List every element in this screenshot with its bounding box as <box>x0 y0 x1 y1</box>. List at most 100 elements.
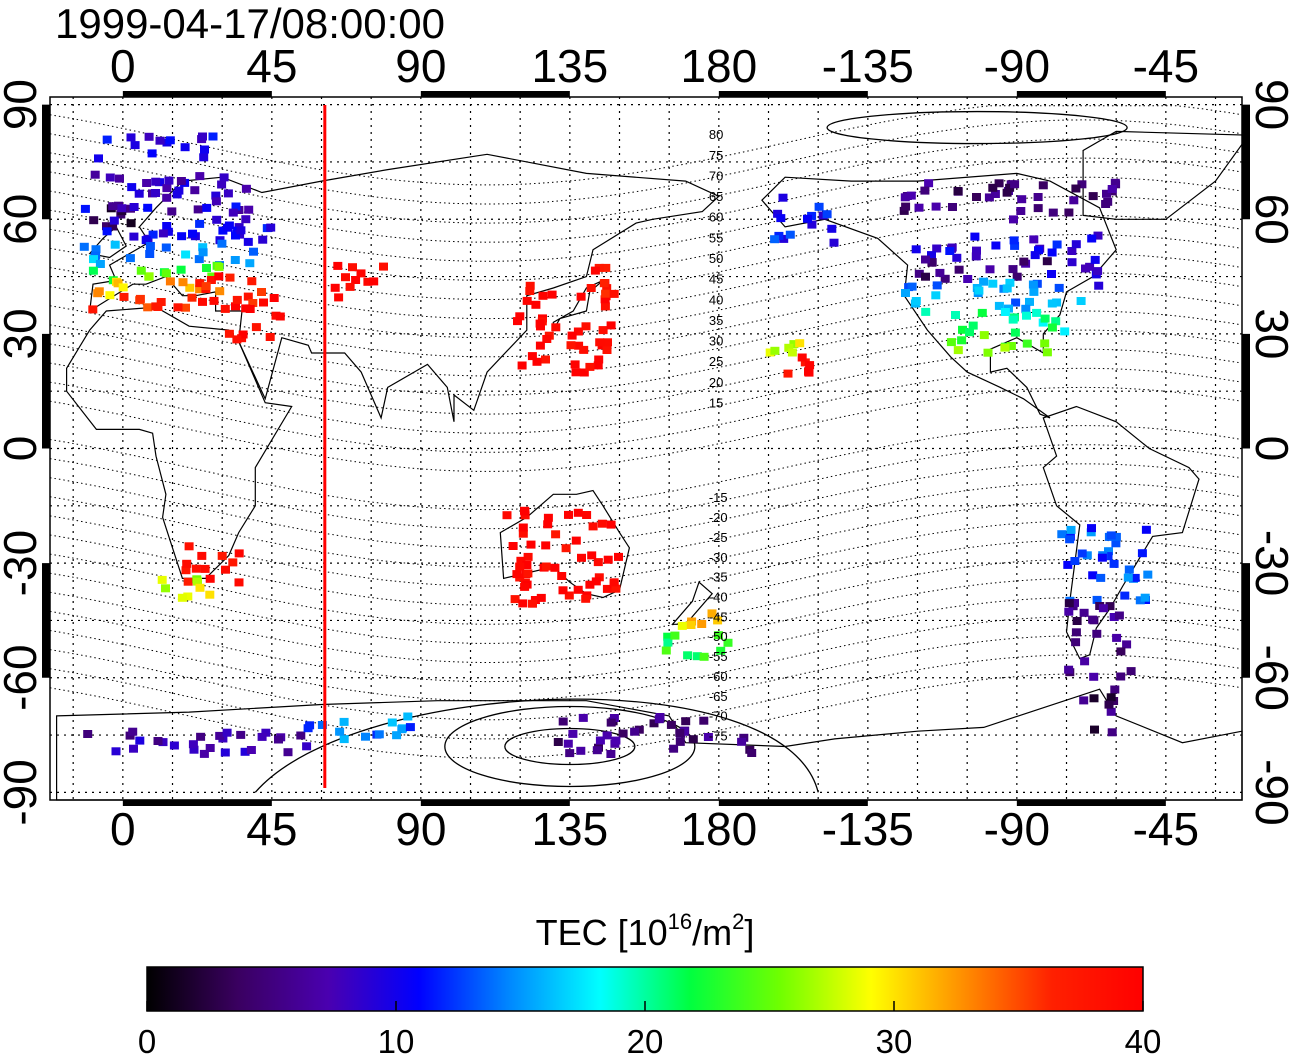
contour-label: 50 <box>709 251 723 266</box>
tec-data-pixel <box>663 638 673 647</box>
tec-data-pixel <box>243 237 253 246</box>
tec-data-pixel <box>927 251 936 260</box>
tec-data-pixel <box>215 731 225 740</box>
tec-data-pixel <box>681 717 691 726</box>
tec-data-pixel <box>789 340 799 349</box>
geomagnetic-contour <box>49 272 1243 358</box>
tec-data-pixel <box>1064 607 1074 616</box>
tec-data-pixel <box>144 272 154 281</box>
tec-data-pixel <box>542 335 552 343</box>
tec-data-pixel <box>972 193 981 201</box>
tec-data-pixel <box>649 719 659 728</box>
tec-data-pixel <box>1069 196 1079 205</box>
polar-contour <box>826 110 1128 145</box>
tec-data-pixel <box>594 355 604 364</box>
tec-data-pixel <box>899 206 909 215</box>
tec-data-pixel <box>379 262 388 271</box>
tec-data-pixel <box>303 724 313 733</box>
tec-data-pixel <box>232 335 242 344</box>
tec-data-pixel <box>209 296 219 305</box>
tec-data-pixel <box>182 559 192 568</box>
tec-data-pixel <box>183 577 193 586</box>
tec-data-pixel <box>927 258 937 267</box>
tec-data-pixel <box>148 230 158 239</box>
tec-data-pixel <box>181 566 191 575</box>
tec-data-pixel <box>118 283 128 292</box>
tec-data-pixel <box>991 241 1001 250</box>
y-tick-label-left: 60 <box>0 194 46 245</box>
tec-data-pixel <box>236 226 246 235</box>
tec-data-pixel <box>1101 200 1111 208</box>
contour-label: 15 <box>709 395 723 410</box>
tec-data-pixel <box>699 652 709 661</box>
tec-data-pixel <box>576 292 586 301</box>
tec-data-pixel <box>598 326 608 335</box>
tec-data-pixel <box>1064 665 1074 674</box>
tec-data-pixel <box>234 578 244 587</box>
tec-data-pixel <box>1111 539 1121 548</box>
tec-data-pixel <box>223 189 233 198</box>
tec-data-pixel <box>1033 193 1043 201</box>
x-tick-label-bottom: -135 <box>822 803 914 855</box>
tec-data-pixel <box>1110 685 1120 694</box>
tec-data-pixel <box>105 291 115 300</box>
tec-data-pixel <box>522 296 532 305</box>
tec-data-pixel <box>900 193 910 202</box>
tec-data-pixel <box>568 729 578 738</box>
tec-data-pixel <box>1021 304 1031 313</box>
tec-data-pixel <box>1008 265 1018 274</box>
tec-data-pixel <box>785 230 795 239</box>
tec-data-pixel <box>369 277 379 286</box>
tec-data-pixel <box>585 362 595 371</box>
geomagnetic-contour <box>49 138 1243 224</box>
tec-data-pixel <box>1079 696 1089 705</box>
tec-data-pixel <box>765 348 775 357</box>
tec-data-pixel <box>1090 725 1099 734</box>
tec-data-pixel <box>129 744 138 753</box>
tec-data-pixel <box>1120 591 1130 600</box>
tec-data-pixel <box>525 287 535 295</box>
tec-data-pixel <box>144 132 154 141</box>
tec-data-pixel <box>974 286 984 295</box>
tec-data-pixel <box>571 536 581 545</box>
tec-data-pixel <box>79 242 89 251</box>
tec-data-pixel <box>231 231 240 240</box>
tec-data-pixel <box>335 727 345 736</box>
coastline-british-isles <box>88 225 127 259</box>
tec-data-pixel <box>126 133 136 142</box>
tec-data-pixel <box>829 238 839 247</box>
tec-data-pixel <box>703 733 713 741</box>
tec-data-pixel <box>952 253 962 262</box>
tec-data-pixel <box>135 736 145 745</box>
tec-data-pixel <box>1105 602 1115 611</box>
tec-data-pixel <box>611 736 621 745</box>
tec-data-pixel <box>193 577 202 586</box>
contour-label: 45 <box>709 272 723 287</box>
tec-data-pixel <box>212 215 222 224</box>
tec-data-pixel <box>911 297 921 305</box>
y-tick-label-left: -30 <box>0 530 46 596</box>
tec-data-pixel <box>1135 596 1145 605</box>
tec-data-pixel <box>518 529 528 538</box>
y-tick-label-right: 90 <box>1246 79 1292 130</box>
geomagnetic-contour <box>49 214 1243 301</box>
coastline-antarctica <box>56 688 1243 801</box>
tec-data-pixel <box>1103 552 1113 561</box>
tec-data-pixel <box>217 180 227 189</box>
tec-data-pixel <box>713 616 723 625</box>
tec-data-pixel <box>784 343 794 352</box>
geomagnetic-contour <box>49 539 1243 625</box>
tec-data-pixel <box>1123 573 1133 582</box>
tec-data-pixel <box>1076 297 1086 305</box>
tec-data-pixel <box>1107 185 1117 193</box>
tec-data-pixel <box>994 179 1004 188</box>
tec-data-pixel <box>606 750 616 758</box>
tec-data-pixel <box>526 540 536 549</box>
tec-data-pixel <box>102 135 112 144</box>
tec-data-pixel <box>561 544 571 553</box>
contour-label: -30 <box>709 550 728 565</box>
tec-data-pixel <box>1019 257 1029 266</box>
tec-data-pixel <box>341 273 350 282</box>
tec-data-pixel <box>221 565 230 574</box>
frame-bar-top <box>122 91 272 97</box>
